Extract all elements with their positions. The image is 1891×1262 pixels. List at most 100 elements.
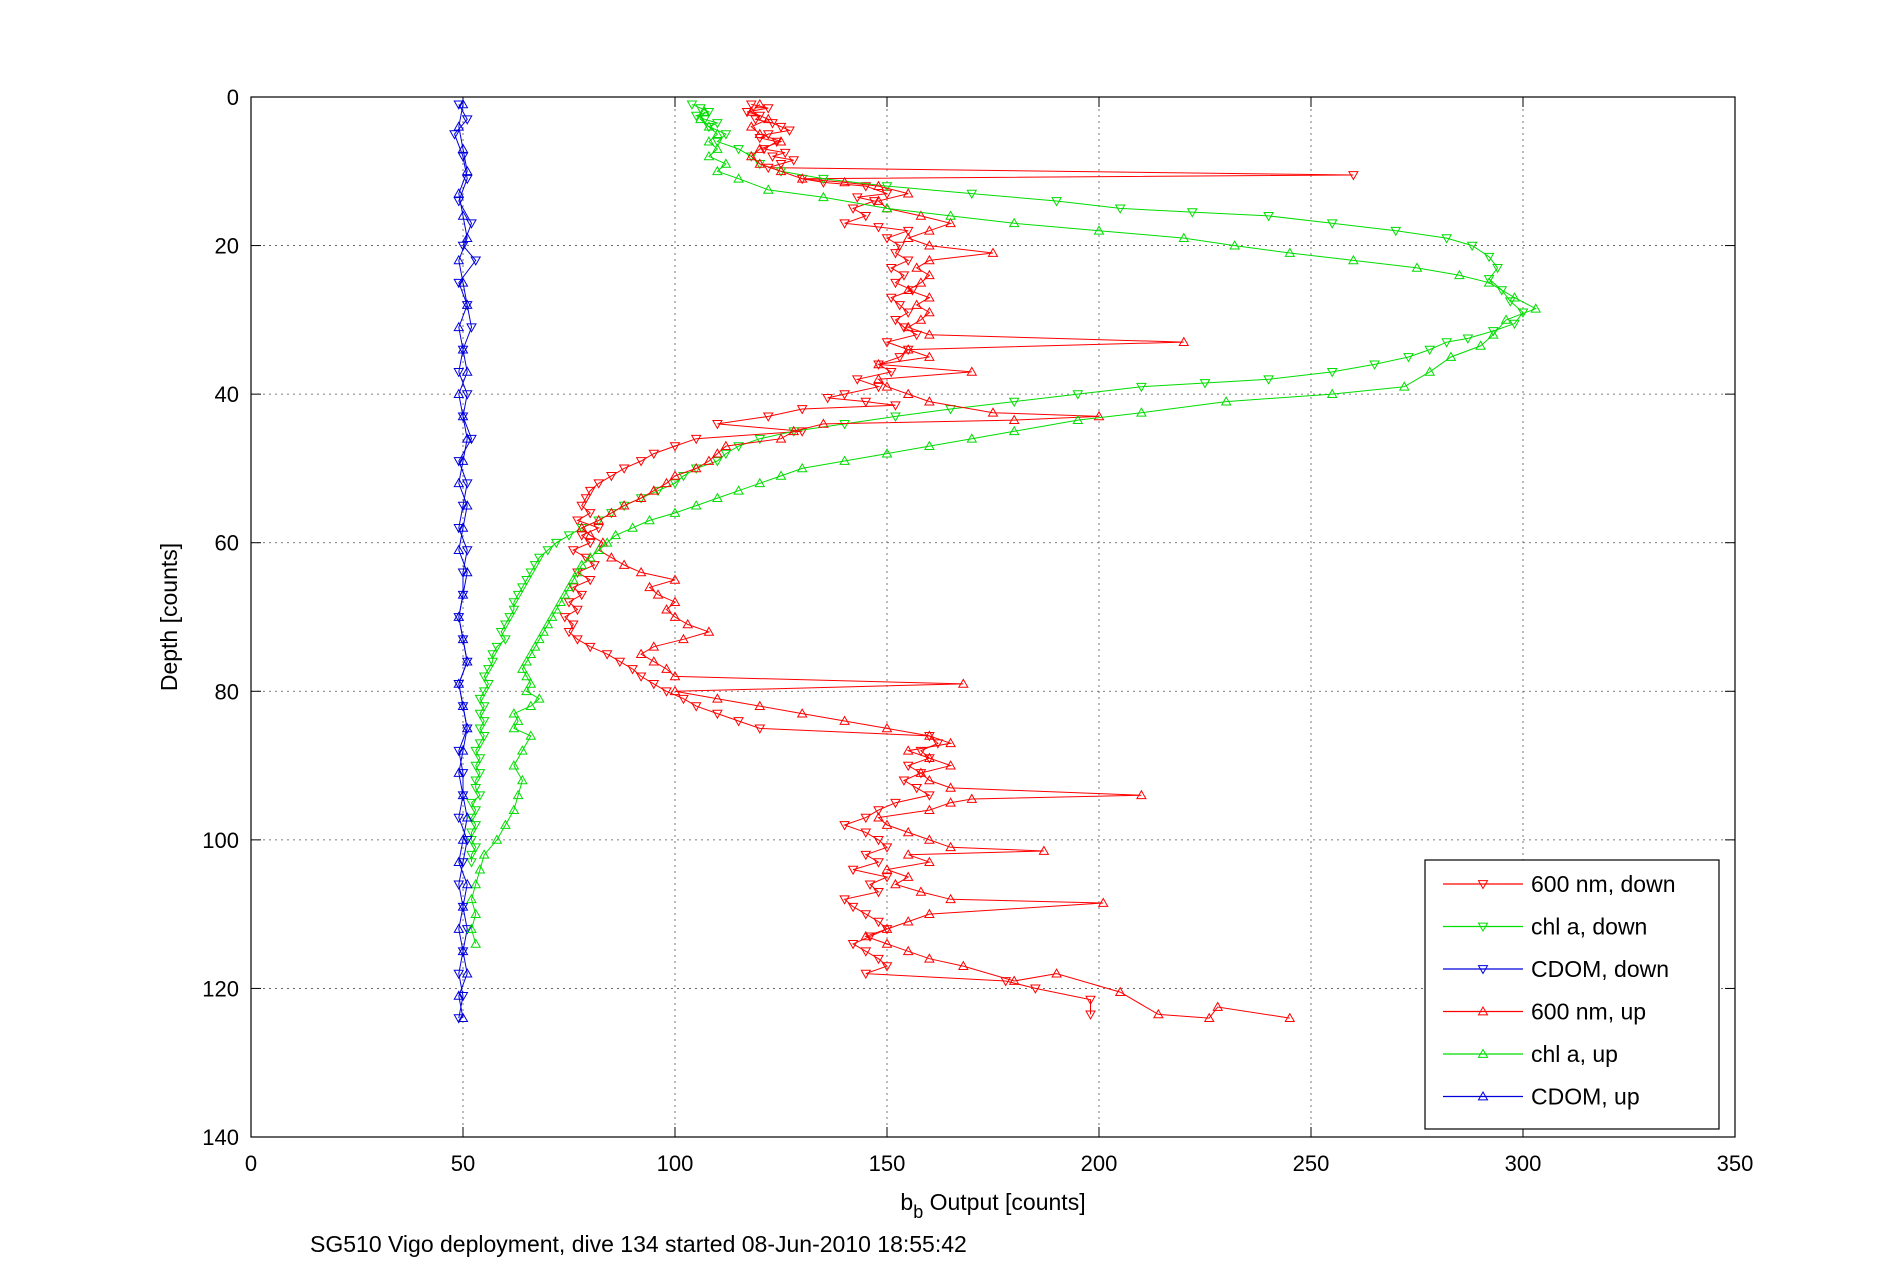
data-point <box>1008 397 1020 408</box>
data-point <box>457 143 469 153</box>
data-point <box>453 188 465 198</box>
data-point <box>576 590 588 601</box>
data-point <box>457 635 469 645</box>
legend-item: CDOM, up <box>1443 1084 1640 1110</box>
data-point <box>453 544 465 555</box>
data-point <box>453 813 465 824</box>
data-point <box>924 440 935 451</box>
data-point <box>902 761 914 772</box>
data-point <box>1390 226 1402 237</box>
data-point <box>881 843 893 853</box>
data-point <box>839 895 850 905</box>
data-point <box>466 858 477 868</box>
data-point <box>461 174 473 185</box>
data-point <box>1008 975 1020 985</box>
data-point <box>712 419 723 430</box>
data-point <box>1178 232 1190 243</box>
data-point <box>669 596 681 607</box>
data-point <box>1263 375 1274 385</box>
data-point <box>457 277 469 287</box>
data-point <box>1097 897 1109 907</box>
data-point <box>461 433 473 443</box>
data-point <box>745 106 757 116</box>
data-point <box>695 113 706 124</box>
legend-marker <box>1477 965 1489 975</box>
data-point <box>478 672 490 682</box>
data-point <box>461 968 473 978</box>
data-point <box>699 115 711 125</box>
data-point <box>911 783 923 794</box>
data-point <box>453 321 465 332</box>
data-point <box>478 687 490 697</box>
data-point <box>945 893 956 904</box>
data-point <box>1496 286 1508 296</box>
legend-marker <box>1477 922 1489 933</box>
data-point <box>902 745 914 755</box>
x-tick-label: 0 <box>245 1151 257 1176</box>
data-point <box>461 479 473 489</box>
data-point <box>563 581 575 592</box>
data-point <box>881 338 893 348</box>
data-point <box>474 769 486 779</box>
x-tick-label: 100 <box>657 1151 694 1176</box>
series-line <box>580 104 1290 1019</box>
data-point <box>618 464 630 474</box>
data-point <box>966 366 978 376</box>
data-point <box>839 390 850 400</box>
data-point <box>881 202 893 213</box>
data-point <box>754 477 766 488</box>
data-point <box>669 685 681 696</box>
data-point <box>461 390 473 400</box>
data-point <box>712 709 723 720</box>
data-point <box>796 462 808 473</box>
data-point <box>741 107 753 118</box>
data-point <box>453 880 465 890</box>
data-point <box>902 232 914 243</box>
data-point <box>690 434 702 445</box>
data-point <box>457 769 469 779</box>
data-point <box>860 850 872 861</box>
data-point <box>902 188 914 198</box>
data-point <box>457 945 469 956</box>
data-point <box>669 574 681 584</box>
data-point <box>902 871 914 881</box>
data-point <box>1229 240 1241 250</box>
data-point <box>788 156 800 166</box>
data-point <box>555 596 566 607</box>
data-point <box>860 182 872 192</box>
data-point <box>873 180 884 191</box>
data-point <box>529 561 541 571</box>
data-point <box>890 412 901 422</box>
data-point <box>767 119 778 129</box>
data-point <box>533 633 545 644</box>
data-point <box>733 485 744 495</box>
data-point <box>567 583 579 593</box>
series-chl-a-down <box>466 100 1529 868</box>
data-point <box>529 641 541 651</box>
data-point <box>868 197 880 207</box>
data-point <box>644 514 655 525</box>
data-point <box>1500 314 1512 324</box>
data-point <box>457 590 469 601</box>
data-point <box>584 575 596 586</box>
legend-item: 600 nm, down <box>1443 871 1675 897</box>
data-point <box>860 397 872 408</box>
data-point <box>690 702 702 712</box>
data-point <box>1212 1001 1224 1011</box>
data-point <box>457 589 469 599</box>
data-point <box>750 115 761 125</box>
data-point <box>461 722 473 733</box>
data-point <box>762 130 774 140</box>
data-point <box>453 856 465 867</box>
data-point <box>525 568 537 578</box>
data-point <box>1114 986 1126 997</box>
x-tick-label: 50 <box>451 1151 475 1176</box>
data-point <box>847 902 859 913</box>
data-point <box>894 353 906 363</box>
data-point <box>745 121 757 131</box>
data-point <box>788 425 800 436</box>
data-point <box>457 568 469 578</box>
data-point <box>635 457 647 467</box>
data-point <box>873 887 884 898</box>
legend-marker <box>1477 880 1489 890</box>
